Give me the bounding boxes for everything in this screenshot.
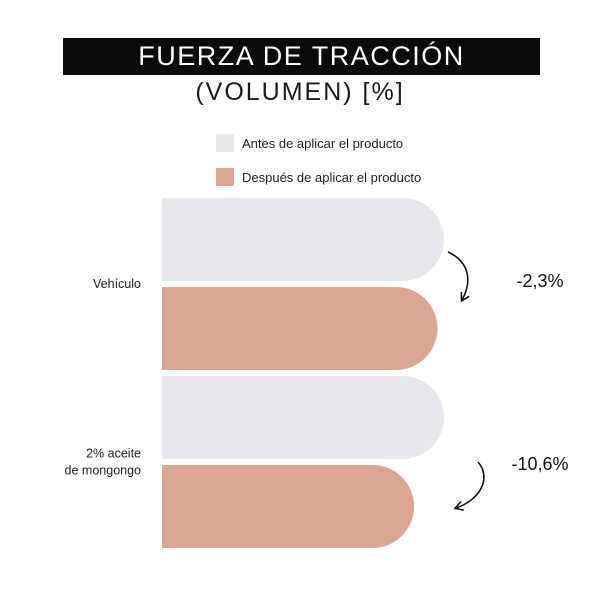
bar-after-0 — [162, 287, 438, 370]
category-label-0-line-0: Vehículo — [93, 277, 141, 291]
change-arrow-0 — [447, 251, 470, 303]
change-label-0: -2,3% — [516, 271, 563, 291]
bar-before-1 — [162, 376, 444, 459]
category-label-1-line-0: 2% aceite — [86, 447, 141, 461]
legend-label-before: Antes de aplicar el producto — [242, 135, 404, 151]
legend-item-after: Después de aplicar el producto — [216, 168, 421, 186]
chart-subtitle: (VOLUMEN) [%] — [195, 78, 405, 106]
legend-swatch-after — [216, 168, 234, 186]
legend-item-before: Antes de aplicar el producto — [216, 134, 421, 152]
legend-label-after: Después de aplicar el producto — [242, 169, 422, 185]
chart-title-text: FUERZA DE TRACCIÓN — [138, 41, 465, 71]
bar-before-0 — [162, 198, 444, 281]
change-arrow-1 — [453, 461, 485, 511]
legend-swatch-before — [216, 134, 234, 152]
change-label-1: -10,6% — [511, 454, 568, 474]
legend: Antes de aplicar el producto Después de … — [216, 134, 421, 202]
bar-after-1 — [162, 465, 415, 548]
chart-title: FUERZA DE TRACCIÓN — [63, 38, 540, 75]
category-label-1-line-1: de mongongo — [65, 464, 142, 478]
